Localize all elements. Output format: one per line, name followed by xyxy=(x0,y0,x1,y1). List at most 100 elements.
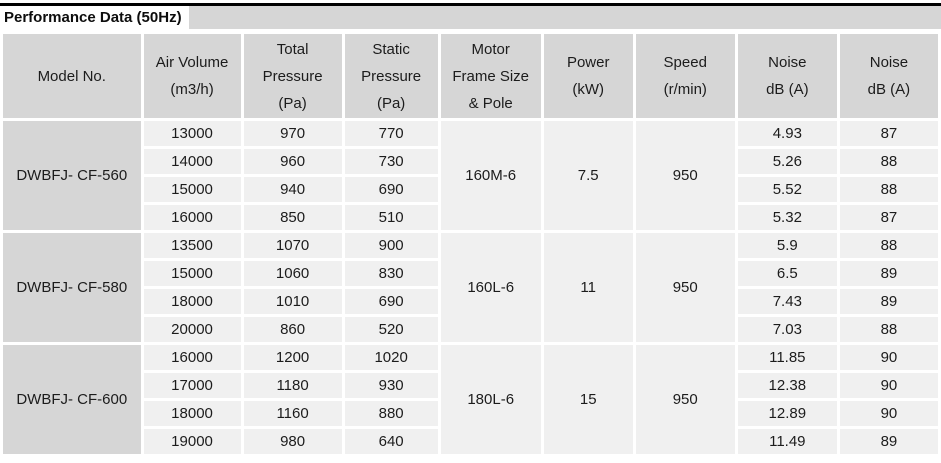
static-pressure-cell: 770 xyxy=(344,121,438,146)
noise-a-cell: 5.32 xyxy=(737,205,837,230)
air-volume-cell: 14000 xyxy=(143,149,241,174)
title-bar-white-segment: Performance Data (50Hz) xyxy=(0,6,189,29)
air-volume-cell: 19000 xyxy=(143,429,241,454)
col-header-air-volume: Air Volume (m3/h) xyxy=(143,34,241,118)
noise-a-cell: 5.9 xyxy=(737,233,837,258)
noise-b-cell: 88 xyxy=(839,233,938,258)
power-cell: 15 xyxy=(543,345,633,454)
air-volume-cell: 15000 xyxy=(143,261,241,286)
air-volume-cell: 13000 xyxy=(143,121,241,146)
total-pressure-cell: 940 xyxy=(243,177,342,202)
air-volume-cell: 16000 xyxy=(143,345,241,370)
static-pressure-cell: 730 xyxy=(344,149,438,174)
total-pressure-cell: 1070 xyxy=(243,233,342,258)
static-pressure-cell: 640 xyxy=(344,429,438,454)
total-pressure-cell: 860 xyxy=(243,317,342,342)
noise-b-cell: 90 xyxy=(839,345,938,370)
static-pressure-cell: 510 xyxy=(344,205,438,230)
air-volume-cell: 18000 xyxy=(143,289,241,314)
noise-b-cell: 88 xyxy=(839,149,938,174)
col-header-noise-b: Noise dB (A) xyxy=(839,34,938,118)
noise-b-cell: 89 xyxy=(839,289,938,314)
page-title: Performance Data (50Hz) xyxy=(4,9,182,26)
noise-b-cell: 88 xyxy=(839,177,938,202)
noise-a-cell: 11.85 xyxy=(737,345,837,370)
total-pressure-cell: 1160 xyxy=(243,401,342,426)
motor-frame-cell: 160L-6 xyxy=(440,233,541,342)
static-pressure-cell: 690 xyxy=(344,289,438,314)
noise-a-cell: 5.26 xyxy=(737,149,837,174)
top-border-rule xyxy=(0,3,941,6)
model-cell: DWBFJ- CF-560 xyxy=(3,121,141,230)
col-header-static-pressure: Static Pressure (Pa) xyxy=(344,34,438,118)
static-pressure-cell: 880 xyxy=(344,401,438,426)
col-header-total-pressure: Total Pressure (Pa) xyxy=(243,34,342,118)
noise-a-cell: 12.89 xyxy=(737,401,837,426)
static-pressure-cell: 900 xyxy=(344,233,438,258)
air-volume-cell: 16000 xyxy=(143,205,241,230)
noise-a-cell: 11.49 xyxy=(737,429,837,454)
noise-b-cell: 87 xyxy=(839,121,938,146)
total-pressure-cell: 1180 xyxy=(243,373,342,398)
total-pressure-cell: 1010 xyxy=(243,289,342,314)
col-header-motor-frame: Motor Frame Size & Pole xyxy=(440,34,541,118)
col-header-model: Model No. xyxy=(3,34,141,118)
table-row: 15000 940 690 5.52 88 xyxy=(3,177,938,202)
motor-frame-cell: 180L-6 xyxy=(440,345,541,454)
title-divider xyxy=(0,29,941,31)
noise-b-cell: 87 xyxy=(839,205,938,230)
table-row: 18000 1160 880 12.89 90 xyxy=(3,401,938,426)
noise-a-cell: 7.43 xyxy=(737,289,837,314)
table-row: 16000 850 510 5.32 87 xyxy=(3,205,938,230)
total-pressure-cell: 980 xyxy=(243,429,342,454)
model-cell: DWBFJ- CF-600 xyxy=(3,345,141,454)
noise-b-cell: 89 xyxy=(839,429,938,454)
total-pressure-cell: 970 xyxy=(243,121,342,146)
table-row: 18000 1010 690 7.43 89 xyxy=(3,289,938,314)
noise-a-cell: 5.52 xyxy=(737,177,837,202)
power-cell: 11 xyxy=(543,233,633,342)
noise-b-cell: 88 xyxy=(839,317,938,342)
static-pressure-cell: 830 xyxy=(344,261,438,286)
speed-cell: 950 xyxy=(635,233,735,342)
table-row: 15000 1060 830 6.5 89 xyxy=(3,261,938,286)
title-bar-gray-fill xyxy=(188,6,941,29)
header-row: Model No. Air Volume (m3/h) Total Pressu… xyxy=(3,34,938,118)
table-row: 14000 960 730 5.26 88 xyxy=(3,149,938,174)
table-row: DWBFJ- CF-580 13500 1070 900 160L-6 11 9… xyxy=(3,233,938,342)
power-cell: 7.5 xyxy=(543,121,633,230)
performance-table: Model No. Air Volume (m3/h) Total Pressu… xyxy=(0,31,941,457)
air-volume-cell: 15000 xyxy=(143,177,241,202)
speed-cell: 950 xyxy=(635,345,735,454)
noise-b-cell: 89 xyxy=(839,261,938,286)
col-header-noise-a: Noise dB (A) xyxy=(737,34,837,118)
model-cell: DWBFJ- CF-580 xyxy=(3,233,141,342)
air-volume-cell: 18000 xyxy=(143,401,241,426)
col-header-speed: Speed (r/min) xyxy=(635,34,735,118)
noise-a-cell: 4.93 xyxy=(737,121,837,146)
static-pressure-cell: 1020 xyxy=(344,345,438,370)
table-row: 20000 860 520 7.03 88 xyxy=(3,317,938,342)
static-pressure-cell: 690 xyxy=(344,177,438,202)
table-row: DWBFJ- CF-560 13000 970 770 160M-6 7.5 9… xyxy=(3,121,938,230)
table-row: DWBFJ- CF-600 16000 1200 1020 180L-6 15 … xyxy=(3,345,938,454)
static-pressure-cell: 930 xyxy=(344,373,438,398)
table-row: 17000 1180 930 12.38 90 xyxy=(3,373,938,398)
air-volume-cell: 13500 xyxy=(143,233,241,258)
noise-b-cell: 90 xyxy=(839,401,938,426)
noise-a-cell: 6.5 xyxy=(737,261,837,286)
noise-b-cell: 90 xyxy=(839,373,938,398)
air-volume-cell: 17000 xyxy=(143,373,241,398)
total-pressure-cell: 850 xyxy=(243,205,342,230)
noise-a-cell: 12.38 xyxy=(737,373,837,398)
col-header-power: Power (kW) xyxy=(543,34,633,118)
total-pressure-cell: 1200 xyxy=(243,345,342,370)
speed-cell: 950 xyxy=(635,121,735,230)
title-bar: Performance Data (50Hz) xyxy=(0,6,941,29)
static-pressure-cell: 520 xyxy=(344,317,438,342)
table-row: 19000 980 640 11.49 89 xyxy=(3,429,938,454)
motor-frame-cell: 160M-6 xyxy=(440,121,541,230)
total-pressure-cell: 1060 xyxy=(243,261,342,286)
total-pressure-cell: 960 xyxy=(243,149,342,174)
air-volume-cell: 20000 xyxy=(143,317,241,342)
